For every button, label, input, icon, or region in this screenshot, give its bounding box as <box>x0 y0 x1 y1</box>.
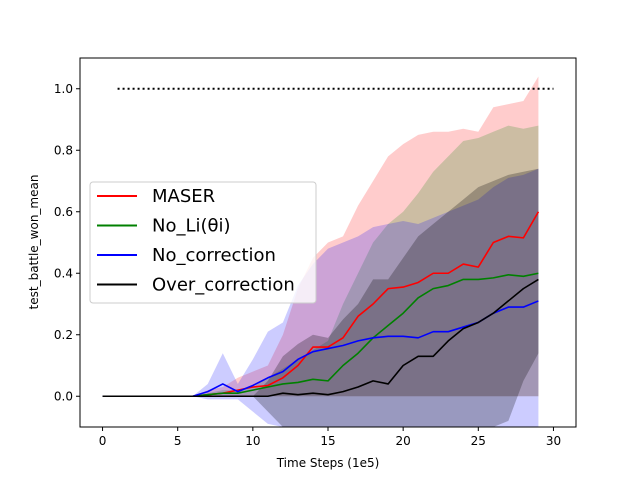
series-lines <box>102 211 540 398</box>
y-tick-label: 0.6 <box>54 205 73 219</box>
y-axis-ticks: 0.0 0.2 0.4 0.6 0.8 1.0 <box>54 82 80 403</box>
legend-label-no-li-i: No_Li(θi) <box>152 216 231 237</box>
y-axis-label: test_battle_won_mean <box>27 175 41 310</box>
legend: MASER No_Li(θi) No_correction Over_correcti… <box>89 181 317 304</box>
band-over-correction <box>102 168 539 427</box>
x-tick-label: 10 <box>245 434 260 448</box>
x-axis-ticks: 0 5 10 15 20 25 30 <box>99 427 561 448</box>
x-tick-label: 15 <box>320 434 335 448</box>
x-tick-label: 20 <box>396 434 411 448</box>
confidence-bands <box>102 76 539 427</box>
x-axis-label: Time Steps (1e5) <box>276 456 380 470</box>
band-maser <box>102 76 539 397</box>
y-tick-label: 1.0 <box>54 82 73 96</box>
x-tick-label: 25 <box>471 434 486 448</box>
x-tick-label: 0 <box>99 434 107 448</box>
band-no-li-i <box>102 125 539 397</box>
y-tick-label: 0.4 <box>54 266 73 280</box>
y-tick-label: 0.2 <box>54 328 73 342</box>
legend-box <box>89 181 317 304</box>
y-tick-label: 0.0 <box>54 389 73 403</box>
legend-label-no-correction: No_correction <box>152 245 276 266</box>
legend-label-over-correction: Over_correction <box>152 275 295 296</box>
y-tick-label: 0.8 <box>54 143 73 157</box>
line-over-correction <box>102 278 539 398</box>
x-tick-label: 5 <box>174 434 182 448</box>
band-no-correction <box>102 168 539 427</box>
x-tick-label: 30 <box>546 434 561 448</box>
legend-label-maser: MASER <box>152 186 215 207</box>
